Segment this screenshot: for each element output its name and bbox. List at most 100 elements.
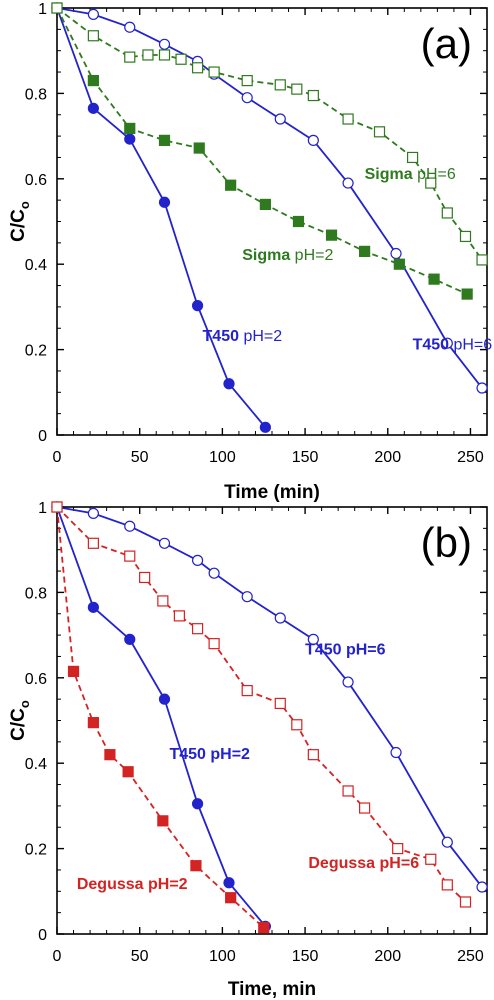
data-point [342,177,354,189]
data-point [87,30,99,42]
data-point [175,53,187,65]
data-point [87,507,99,520]
data-point [193,142,205,154]
data-point [307,134,319,146]
y-tick-label: 0 [38,927,47,944]
x-tick-label: 100 [209,948,236,965]
x-tick-label: 50 [131,449,149,466]
data-point [208,66,220,78]
data-point [225,892,237,904]
data-point [223,378,235,390]
data-point [359,802,371,814]
data-point [87,8,99,21]
data-point [393,258,405,270]
panel-label: (b) [421,519,472,566]
data-point [87,74,99,87]
data-point [307,89,319,102]
y-tick-label: 0.2 [25,842,47,859]
y-tick-label: 0.6 [25,172,47,189]
x-tick-label: 150 [292,449,319,466]
panel-a: 0 50 100 150 200 250 0 0.2 0.4 0.6 0.8 1 Time (min) C… [8,1,492,503]
data-point [259,421,271,433]
data-point [476,254,488,266]
data-point [124,633,136,645]
data-point [191,300,204,312]
series: Sigma pH=6 [51,2,488,266]
data-point [259,198,271,211]
x-tick-label: 0 [53,449,62,466]
data-point [87,102,99,114]
series-label: Degussa pH=6 [308,855,419,872]
data-point [241,74,253,87]
data-point [139,571,151,584]
series-label: Degussa pH=2 [77,876,188,893]
data-point [191,554,204,566]
y-tick-label: 0.6 [25,671,47,688]
data-point [406,151,419,164]
y-tick-label: 0.4 [25,257,47,274]
data-point [124,133,136,145]
data-point [342,676,354,688]
x-tick-label: 200 [374,948,401,965]
series: T450 pH=6 [51,2,492,394]
data-point [392,842,404,855]
data-point [461,288,473,300]
data-point [124,51,136,63]
data-point [87,537,99,549]
y-tick-label: 0.4 [25,756,47,773]
x-tick-label: 200 [374,449,401,466]
data-point [441,337,453,349]
y-tick-label: 0 [38,428,47,445]
series-line [56,506,267,927]
panel-label: (a) [421,20,472,67]
data-point [307,633,319,645]
data-point [291,83,303,95]
panel-b: 0 50 100 150 200 250 0 0.2 0.4 0.6 0.8 1 Time, min C/… [8,500,488,1000]
data-point [307,749,319,761]
x-tick-label: 50 [131,948,149,965]
data-point [124,21,136,33]
data-point [441,207,453,219]
data-point [428,273,440,285]
data-point [459,896,472,908]
data-point [390,746,402,759]
data-point [51,501,63,513]
data-point [241,685,253,697]
data-point [158,537,171,549]
data-point [441,836,453,848]
plot-frame [56,7,488,436]
data-point [274,113,286,125]
y-axis-label: C/Co [8,700,32,741]
data-point [191,623,204,635]
data-point [459,230,472,243]
data-point [158,134,171,146]
y-tick-label: 0.8 [25,86,47,103]
y-axis-label: C/Co [8,201,32,242]
x-tick-label: 0 [53,948,62,965]
data-point [476,881,488,893]
data-point [223,877,235,889]
data-point [124,520,136,532]
data-point [208,567,220,579]
series-label: Sigma pH=6 [365,166,456,183]
series-label: T450 pH=6 [305,641,386,658]
data-point [158,38,171,50]
data-point [122,766,134,778]
x-tick-label: 250 [457,948,484,965]
data-point [158,49,171,61]
data-point [87,601,99,613]
plot-frame [56,506,488,935]
series-line [56,506,467,903]
data-point [241,591,253,603]
data-point [258,921,270,934]
data-point [342,785,354,797]
data-point [342,113,354,125]
data-point [158,693,171,705]
x-axis-label: Time, min [228,979,316,1000]
series: Degussa pH=2 [51,501,270,934]
data-point [274,79,286,91]
x-tick-label: 250 [457,449,484,466]
series-label: T450 pH=2 [203,328,283,345]
data-point [476,382,488,394]
